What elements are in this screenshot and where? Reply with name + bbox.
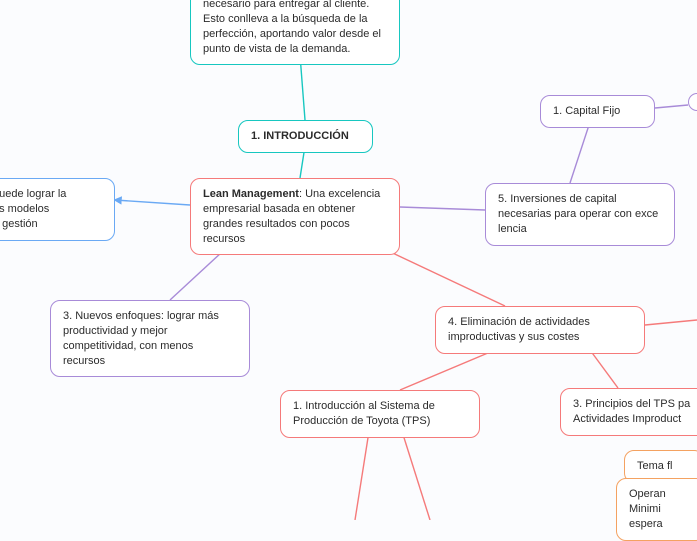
- node-bold-text: Lean Management: [203, 188, 299, 200]
- edge-6: [655, 105, 688, 108]
- node-text: 1. Introducción al Sistema de Producción…: [293, 400, 435, 427]
- node-text: necesario para entregar al cliente. Esto…: [203, 0, 381, 55]
- edge-9: [590, 350, 618, 388]
- node-left1[interactable]: puede lograr la os modelos e gestión: [0, 178, 115, 241]
- node-text: 1. Capital Fijo: [553, 105, 620, 117]
- edge-10: [645, 320, 697, 325]
- node-intro[interactable]: 1. INTRODUCCIÓN: [238, 120, 373, 153]
- node-operan[interactable]: Operan Minimi espera: [616, 478, 697, 541]
- edge-5: [570, 122, 590, 183]
- node-center[interactable]: Lean Management: Una excelencia empresar…: [190, 178, 400, 255]
- node-inv[interactable]: 5. Inversiones de capital necesarias par…: [485, 183, 675, 246]
- node-text: 1. INTRODUCCIÓN: [251, 130, 349, 142]
- node-text: 5. Inversiones de capital necesarias par…: [498, 193, 658, 235]
- edge-12: [400, 425, 430, 520]
- edge-8: [400, 350, 495, 390]
- node-capfijo[interactable]: 1. Capital Fijo: [540, 95, 655, 128]
- node-text: Tema fl: [637, 460, 672, 472]
- edge-2: [115, 200, 190, 205]
- node-tps3[interactable]: 3. Principios del TPS pa Actividades Imp…: [560, 388, 697, 436]
- node-text: puede lograr la os modelos e gestión: [0, 188, 66, 230]
- edge-4: [400, 207, 485, 210]
- edge-11: [355, 425, 370, 520]
- node-tps1[interactable]: 1. Introducción al Sistema de Producción…: [280, 390, 480, 438]
- node-text: 3. Nuevos enfoques: lograr más productiv…: [63, 310, 219, 367]
- node-text: Operan Minimi espera: [629, 488, 666, 530]
- node-text: 3. Principios del TPS pa Actividades Imp…: [573, 398, 690, 425]
- node-rightcut[interactable]: [688, 93, 697, 111]
- node-left2[interactable]: 3. Nuevos enfoques: lograr más productiv…: [50, 300, 250, 377]
- edge-layer: [0, 0, 697, 520]
- node-text: 4. Eliminación de actividades improducti…: [448, 316, 590, 343]
- node-top[interactable]: necesario para entregar al cliente. Esto…: [190, 0, 400, 65]
- node-elim[interactable]: 4. Eliminación de actividades improducti…: [435, 306, 645, 354]
